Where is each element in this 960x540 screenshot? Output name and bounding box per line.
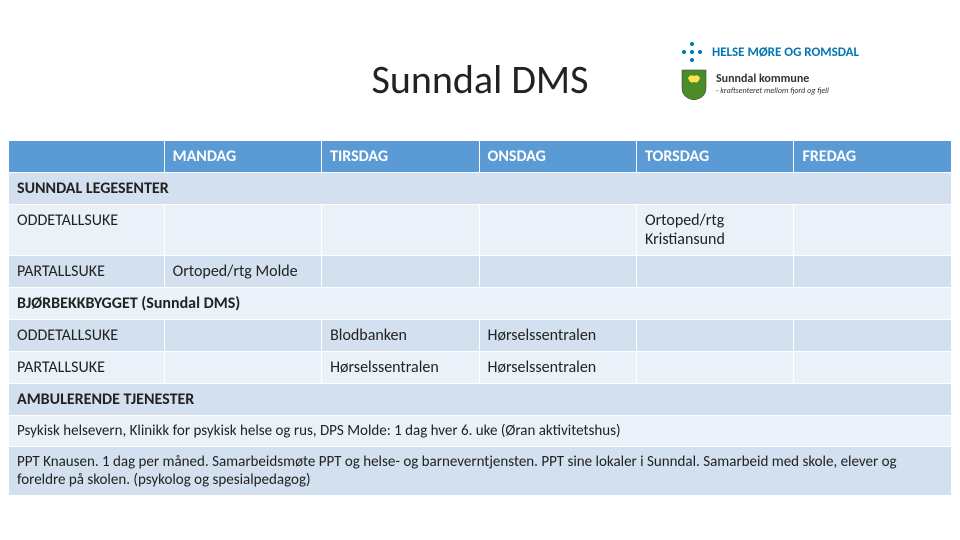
table-row: Psykisk helsevern, Klinikk for psykisk h… xyxy=(9,416,952,447)
row-label: PARTALLSUKE xyxy=(9,256,165,288)
cell xyxy=(637,352,794,384)
col-mandag: MANDAG xyxy=(164,141,321,173)
cell xyxy=(794,320,952,352)
cell xyxy=(794,352,952,384)
col-tirsdag: TIRSDAG xyxy=(322,141,479,173)
table-row: PARTALLSUKE Ortoped/rtg Molde xyxy=(9,256,952,288)
page-title: Sunndal DMS xyxy=(371,55,588,104)
col-blank xyxy=(9,141,165,173)
logo-sunndal: Sunndal kommune - kraftsenteret mellom f… xyxy=(680,68,940,100)
logo-hmr-text: HELSE MØRE OG ROMSDAL xyxy=(712,45,859,60)
cell xyxy=(479,256,636,288)
cell xyxy=(164,352,321,384)
logo-sunndal-tagline: - kraftsenteret mellom fjord og fjell xyxy=(716,86,829,96)
header: Sunndal DMS HELSE MØRE OG ROMSDAL Sunnda… xyxy=(0,0,960,140)
logo-hmr: HELSE MØRE OG ROMSDAL xyxy=(680,40,940,64)
logo-block: HELSE MØRE OG ROMSDAL Sunndal kommune - … xyxy=(680,40,940,104)
table-row: PPT Knausen. 1 dag per måned. Samarbeids… xyxy=(9,447,952,496)
cell xyxy=(164,320,321,352)
row-label: ODDETALLSUKE xyxy=(9,205,165,256)
table-row: ODDETALLSUKE Blodbanken Hørselssentralen xyxy=(9,320,952,352)
row-label: PARTALLSUKE xyxy=(9,352,165,384)
cell: Hørselssentralen xyxy=(479,320,636,352)
section-legesenter: SUNNDAL LEGESENTER xyxy=(9,173,952,205)
col-fredag: FREDAG xyxy=(794,141,952,173)
cell xyxy=(637,320,794,352)
section-label: AMBULERENDE TJENESTER xyxy=(9,384,952,416)
section-label: BJØRBEKKBYGGET (Sunndal DMS) xyxy=(9,288,952,320)
cell: Ortoped/rtg Molde xyxy=(164,256,321,288)
row-label: ODDETALLSUKE xyxy=(9,320,165,352)
cell: Ortoped/rtg Kristiansund xyxy=(637,205,794,256)
cell xyxy=(479,205,636,256)
section-bjorbekk: BJØRBEKKBYGGET (Sunndal DMS) xyxy=(9,288,952,320)
cell xyxy=(322,256,479,288)
logo-sunndal-name: Sunndal kommune xyxy=(716,72,829,86)
cell xyxy=(164,205,321,256)
table-header-row: MANDAG TIRSDAG ONSDAG TORSDAG FREDAG xyxy=(9,141,952,173)
col-torsdag: TORSDAG xyxy=(637,141,794,173)
full-text: Psykisk helsevern, Klinikk for psykisk h… xyxy=(9,416,952,447)
cell: Blodbanken xyxy=(322,320,479,352)
schedule-table: MANDAG TIRSDAG ONSDAG TORSDAG FREDAG SUN… xyxy=(8,140,952,496)
section-label: SUNNDAL LEGESENTER xyxy=(9,173,952,205)
cell xyxy=(794,256,952,288)
section-ambulerende: AMBULERENDE TJENESTER xyxy=(9,384,952,416)
col-onsdag: ONSDAG xyxy=(479,141,636,173)
shield-icon xyxy=(680,68,708,100)
cell xyxy=(794,205,952,256)
table-row: ODDETALLSUKE Ortoped/rtg Kristiansund xyxy=(9,205,952,256)
cell xyxy=(637,256,794,288)
cell: Hørselssentralen xyxy=(479,352,636,384)
cell xyxy=(322,205,479,256)
cross-dots-icon xyxy=(680,40,704,64)
cell: Hørselssentralen xyxy=(322,352,479,384)
full-text: PPT Knausen. 1 dag per måned. Samarbeids… xyxy=(9,447,952,496)
table-row: PARTALLSUKE Hørselssentralen Hørselssent… xyxy=(9,352,952,384)
